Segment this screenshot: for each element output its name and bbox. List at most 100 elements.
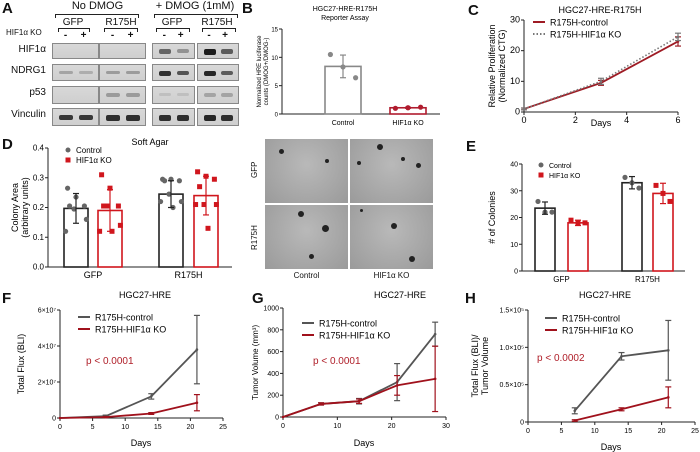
blot-image — [197, 108, 239, 126]
data-point — [149, 395, 153, 398]
bar — [621, 181, 643, 272]
data-point — [319, 402, 323, 406]
blot-band — [203, 93, 216, 97]
data-point — [568, 217, 574, 223]
bar — [652, 192, 674, 272]
y-tick-label: 200 — [267, 393, 279, 400]
bar — [534, 207, 556, 272]
chart-d: 0.0 0.1 0.2 0.3 0.4 Colony Area(arbitrary uni… — [10, 137, 232, 280]
blot-image — [99, 64, 146, 81]
blot-band — [106, 93, 120, 97]
colony — [298, 211, 304, 217]
blot-image — [152, 43, 195, 59]
data-point — [327, 51, 333, 58]
x-tick-label: 15 — [624, 428, 632, 435]
chart-g: 0 200 400 600 800 1000 0 10 20 30 Tumor Volume (mm… — [251, 290, 450, 448]
y-tick-label: 0 — [275, 415, 279, 422]
data-point — [636, 185, 642, 191]
data-point — [67, 203, 73, 209]
data-point — [676, 35, 680, 39]
legend-label: R175H-HIF1α KO — [95, 325, 166, 335]
x-tick-label: 0 — [526, 428, 530, 435]
y-tick-label: 1.0×10⁵ — [499, 345, 524, 352]
data-point — [117, 222, 123, 228]
data-point — [158, 198, 164, 205]
blot-row-label: p53 — [29, 87, 46, 98]
blot-row-label: HIF1α — [18, 44, 46, 55]
data-point — [162, 178, 168, 184]
legend-marker — [65, 157, 71, 163]
y-tick-label: 5 — [275, 84, 279, 90]
data-point — [666, 396, 670, 399]
y-tick-label: 0.0 — [33, 263, 45, 272]
blot-band — [79, 70, 93, 74]
data-point — [653, 182, 659, 188]
y-tick-label: 600 — [267, 349, 279, 356]
chart-title: HGC27-HRE — [579, 290, 631, 300]
colony-photo — [265, 205, 348, 269]
x-tick-label: 15 — [154, 424, 162, 431]
colony-photo — [350, 139, 433, 203]
colony — [377, 144, 383, 150]
y-axis-label: Normalized HRE luciferasecounts (DMOG+/D… — [257, 35, 270, 108]
blot-image — [152, 64, 195, 81]
data-point — [201, 202, 207, 208]
blot-band — [176, 49, 190, 53]
blot-image — [99, 108, 146, 126]
blot-band — [221, 115, 234, 121]
data-point — [107, 185, 113, 191]
cell-line-label: R175H — [201, 17, 233, 28]
data-point — [83, 216, 89, 222]
x-tick-label: 20 — [388, 423, 396, 430]
colony — [321, 224, 329, 232]
chart-title: HGC27-HRE — [374, 290, 426, 300]
colony — [278, 148, 284, 154]
data-point — [81, 203, 87, 209]
legend-marker — [538, 162, 544, 168]
blot-band — [176, 115, 190, 121]
blot-band — [221, 49, 234, 54]
legend-marker — [65, 147, 71, 153]
data-point — [357, 399, 361, 403]
y-axis-label: Tumor Volume (mm³) — [251, 325, 260, 401]
blot-image — [52, 86, 99, 104]
legend-label: HIF1α KO — [76, 156, 112, 165]
p-value-annotation: p < 0.0002 — [537, 353, 585, 364]
panel-label-d: D — [2, 136, 13, 153]
y-tick-label: 2×10⁷ — [38, 380, 57, 387]
blot-image — [52, 108, 99, 126]
ko-sign: + — [177, 30, 184, 41]
x-axis-label: Days — [601, 442, 622, 452]
data-point — [71, 206, 77, 212]
ko-sign: + — [222, 30, 228, 41]
x-tick-label: 10 — [591, 428, 599, 435]
x-tick-label: 0 — [58, 424, 62, 431]
blot-band — [176, 70, 190, 76]
y-tick-label: 1000 — [263, 306, 279, 313]
y-tick-label: 0.4 — [33, 144, 45, 153]
data-point — [205, 225, 211, 231]
data-point — [620, 408, 623, 411]
blot-row-label: NDRG1 — [10, 65, 46, 76]
panel-label-g: G — [252, 290, 264, 307]
data-point — [667, 198, 673, 204]
chart-title: HGC27-HRE-R175H — [558, 5, 641, 15]
data-point — [433, 377, 437, 381]
category-label: HIF1α KO — [392, 120, 424, 127]
chart-h: 0 0.5×10⁵ 1.0×10⁵ 1.5×10⁵ 0 5 10 15 20 25 Total Fl… — [470, 290, 699, 452]
data-point — [599, 80, 603, 83]
legend-label: Control — [76, 146, 102, 155]
y-tick-label: 20 — [510, 45, 520, 55]
y-tick-label: 15 — [271, 28, 278, 34]
colony — [359, 208, 363, 212]
blot-image — [152, 86, 195, 104]
y-tick-label: 0.2 — [33, 203, 45, 212]
y-tick-label: 0.5×10⁵ — [499, 382, 524, 389]
data-point — [104, 415, 107, 419]
x-axis-label: Days — [131, 438, 152, 448]
data-point — [573, 419, 577, 422]
group-header-dmog: + DMOG (1mM) — [155, 0, 235, 12]
series-line — [523, 36, 679, 110]
legend-label: R175H-control — [550, 18, 608, 28]
data-point — [522, 107, 526, 111]
